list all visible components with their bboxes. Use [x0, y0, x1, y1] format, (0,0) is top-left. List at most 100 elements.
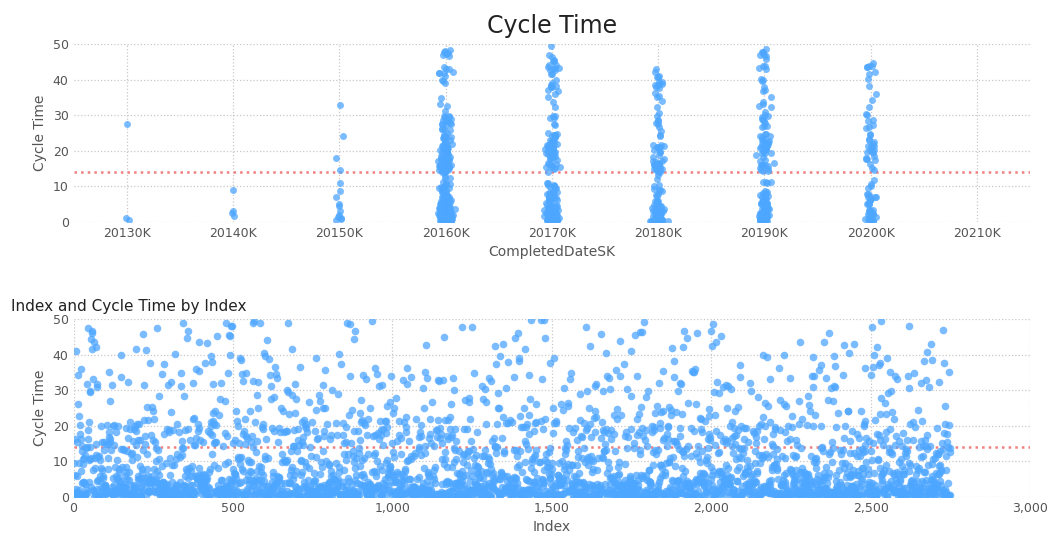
Point [562, 486, 579, 495]
Point [753, 142, 769, 151]
Point [405, 481, 421, 490]
Point [682, 452, 699, 461]
Point [439, 204, 456, 213]
Point [755, 136, 771, 145]
Point [760, 203, 777, 212]
Point [540, 194, 557, 203]
Point [204, 431, 221, 440]
Point [194, 476, 211, 485]
Point [859, 480, 875, 489]
Point [745, 428, 762, 437]
Point [120, 215, 137, 224]
Point [439, 214, 456, 222]
Point [102, 434, 119, 443]
Point [471, 474, 488, 483]
Point [754, 211, 770, 220]
Point [437, 145, 454, 153]
Point [549, 490, 565, 499]
Point [440, 209, 457, 217]
Point [181, 486, 198, 495]
Point [448, 454, 465, 463]
Point [446, 385, 462, 394]
Point [310, 492, 327, 501]
Point [439, 166, 456, 174]
Point [141, 486, 158, 495]
Point [935, 487, 952, 496]
Point [830, 489, 847, 498]
Point [650, 144, 666, 152]
Point [620, 433, 637, 442]
Point [441, 424, 458, 433]
Point [798, 469, 815, 478]
Point [186, 487, 203, 496]
Point [548, 194, 564, 203]
Point [436, 196, 453, 205]
Point [255, 348, 272, 357]
Point [544, 205, 561, 214]
Point [844, 492, 861, 501]
Point [863, 209, 880, 218]
Point [285, 426, 302, 434]
Point [366, 466, 383, 475]
Point [141, 488, 158, 497]
Point [888, 374, 905, 383]
Point [650, 213, 666, 221]
Point [639, 489, 656, 498]
Point [648, 401, 665, 410]
Point [617, 475, 634, 484]
Point [531, 480, 548, 489]
Point [858, 434, 874, 443]
Point [420, 485, 437, 494]
Point [631, 486, 647, 495]
Point [313, 487, 330, 496]
Point [277, 427, 294, 436]
Point [314, 404, 331, 412]
Point [767, 491, 784, 500]
Point [538, 141, 555, 150]
Point [539, 492, 556, 501]
Point [847, 492, 864, 501]
Point [915, 441, 932, 450]
Point [415, 489, 432, 498]
Point [903, 486, 920, 495]
Point [139, 479, 156, 488]
Point [658, 441, 675, 450]
Point [94, 466, 110, 475]
Point [482, 376, 499, 385]
Point [512, 491, 529, 500]
Point [554, 474, 571, 483]
Point [543, 215, 560, 224]
Point [306, 486, 323, 495]
Point [436, 214, 453, 222]
Point [706, 491, 723, 500]
Point [704, 341, 721, 350]
Point [438, 476, 455, 485]
Point [348, 471, 365, 480]
Point [907, 487, 924, 496]
Point [899, 490, 915, 498]
Point [559, 399, 576, 408]
Point [96, 446, 112, 455]
Point [882, 447, 899, 456]
Point [736, 444, 753, 453]
Point [262, 489, 279, 497]
Point [815, 447, 831, 455]
Point [755, 188, 771, 197]
Point [681, 488, 698, 497]
Point [130, 487, 147, 496]
Point [650, 166, 666, 174]
Point [440, 162, 457, 171]
Point [596, 427, 613, 436]
Point [787, 451, 804, 460]
Point [738, 486, 755, 495]
Point [850, 491, 867, 500]
Point [437, 213, 454, 221]
Point [526, 452, 542, 461]
Point [205, 409, 222, 418]
Point [591, 489, 607, 497]
Point [817, 483, 833, 492]
Point [722, 479, 739, 488]
Point [97, 481, 114, 490]
Point [810, 485, 827, 493]
Point [652, 143, 668, 152]
